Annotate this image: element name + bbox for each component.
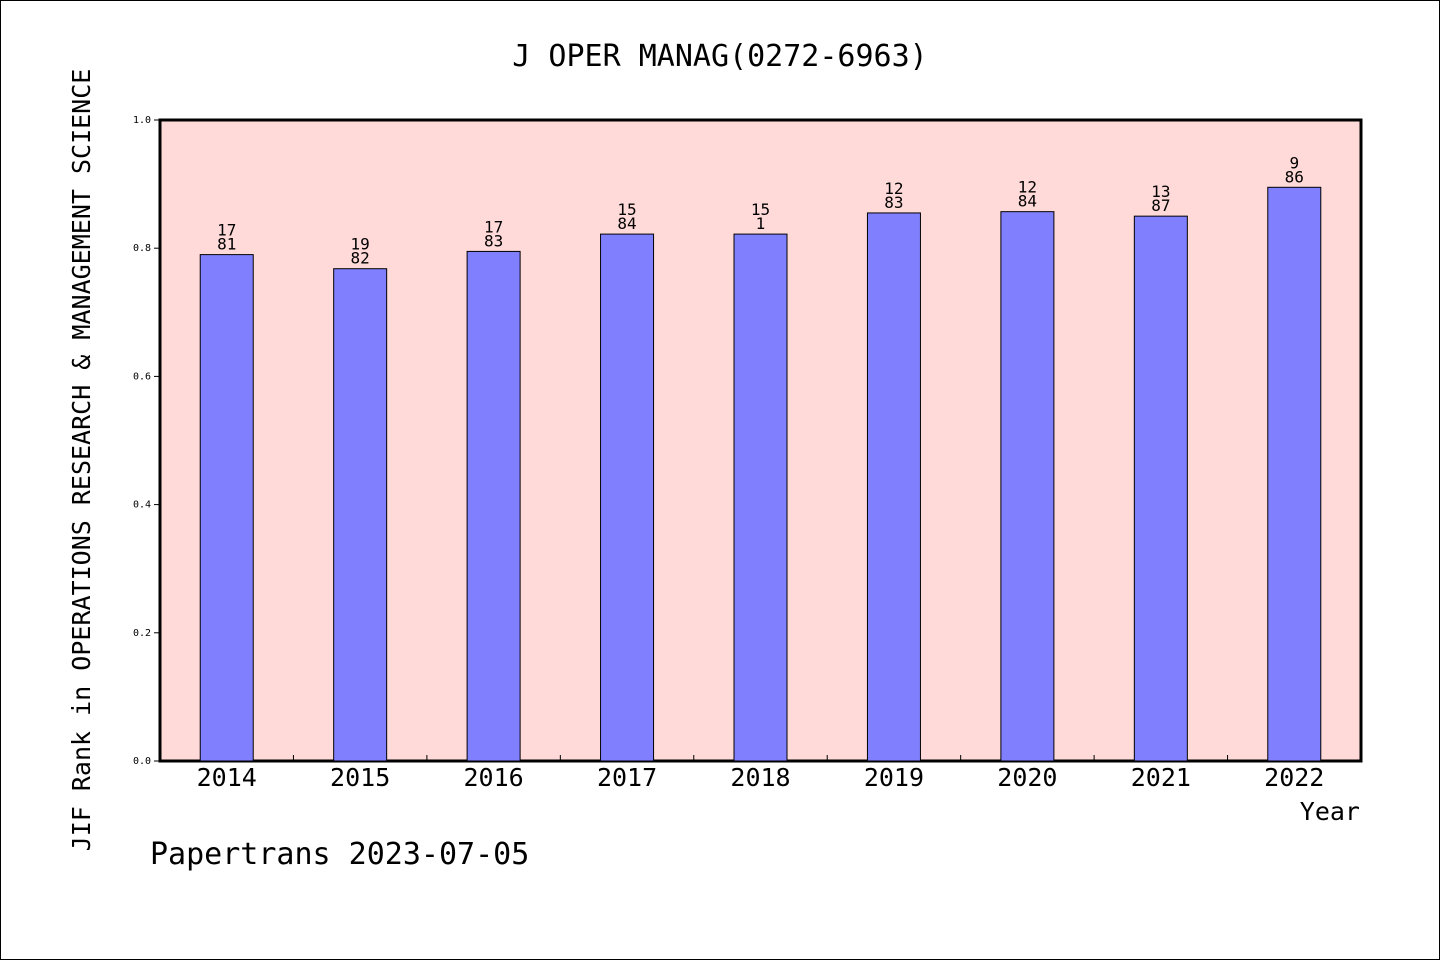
bar-label-top: 12 bbox=[884, 179, 903, 198]
x-tick-label: 2019 bbox=[864, 763, 924, 792]
bar-2015 bbox=[333, 268, 388, 762]
bar-label-top: 15 bbox=[617, 200, 636, 219]
bar-2020 bbox=[1000, 211, 1055, 762]
x-tick-label: 2017 bbox=[597, 763, 657, 792]
bar-label-top: 15 bbox=[751, 200, 770, 219]
y-axis-label: JIF Rank in OPERATIONS RESEARCH & MANAGE… bbox=[67, 69, 96, 852]
bar-label-bottom: 81 bbox=[217, 235, 236, 254]
bar-label-bottom: 83 bbox=[884, 193, 903, 212]
bar-label-top: 12 bbox=[1018, 178, 1037, 197]
y-tick-label: 0.4 bbox=[133, 500, 151, 511]
y-tick-label: 0.0 bbox=[133, 756, 151, 767]
x-tick-label: 2021 bbox=[1131, 763, 1191, 792]
x-tick-label: 2022 bbox=[1264, 763, 1324, 792]
bar-2017 bbox=[600, 233, 655, 762]
bar-label-top: 17 bbox=[217, 221, 236, 240]
bar-label-top: 17 bbox=[484, 217, 503, 236]
x-tick-label: 2018 bbox=[730, 763, 790, 792]
bar-label-bottom: 1 bbox=[756, 214, 766, 233]
chart-title: J OPER MANAG(0272-6963) bbox=[512, 39, 927, 74]
x-axis: 2014 2015 2016 2017 2018 2019 2020 2021 2022 bbox=[197, 755, 1324, 792]
bar-label-bottom: 86 bbox=[1285, 167, 1304, 186]
bar-2016 bbox=[466, 250, 521, 762]
x-tick-label: 2015 bbox=[330, 763, 390, 792]
y-tick-label: 0.6 bbox=[133, 371, 151, 382]
bar-label-bottom: 87 bbox=[1151, 196, 1170, 215]
bar-2022 bbox=[1267, 186, 1322, 762]
bar-label-bottom: 84 bbox=[1018, 192, 1037, 211]
bar-label-bottom: 84 bbox=[617, 214, 636, 233]
x-axis-label: Year bbox=[1300, 797, 1360, 826]
bar-2019 bbox=[866, 212, 921, 762]
bar-label-top: 9 bbox=[1289, 153, 1299, 172]
bar-label-top: 19 bbox=[351, 235, 370, 254]
x-tick-label: 2020 bbox=[997, 763, 1057, 792]
y-axis: 0.0 0.2 0.4 0.6 0.8 1.0 bbox=[133, 115, 160, 767]
bar-2021 bbox=[1133, 215, 1188, 762]
bars bbox=[199, 186, 1322, 762]
bar-2014 bbox=[199, 254, 254, 762]
bar-label-bottom: 83 bbox=[484, 231, 503, 250]
bar-label-bottom: 82 bbox=[351, 249, 370, 268]
footer-text: Papertrans 2023-07-05 bbox=[150, 837, 529, 872]
y-tick-label: 0.2 bbox=[133, 628, 151, 639]
y-tick-label: 0.8 bbox=[133, 243, 151, 254]
bar-label-top: 13 bbox=[1151, 182, 1170, 201]
y-tick-label: 1.0 bbox=[133, 115, 151, 126]
bar-2018 bbox=[733, 233, 788, 762]
x-tick-label: 2014 bbox=[197, 763, 257, 792]
x-tick-label: 2016 bbox=[464, 763, 524, 792]
